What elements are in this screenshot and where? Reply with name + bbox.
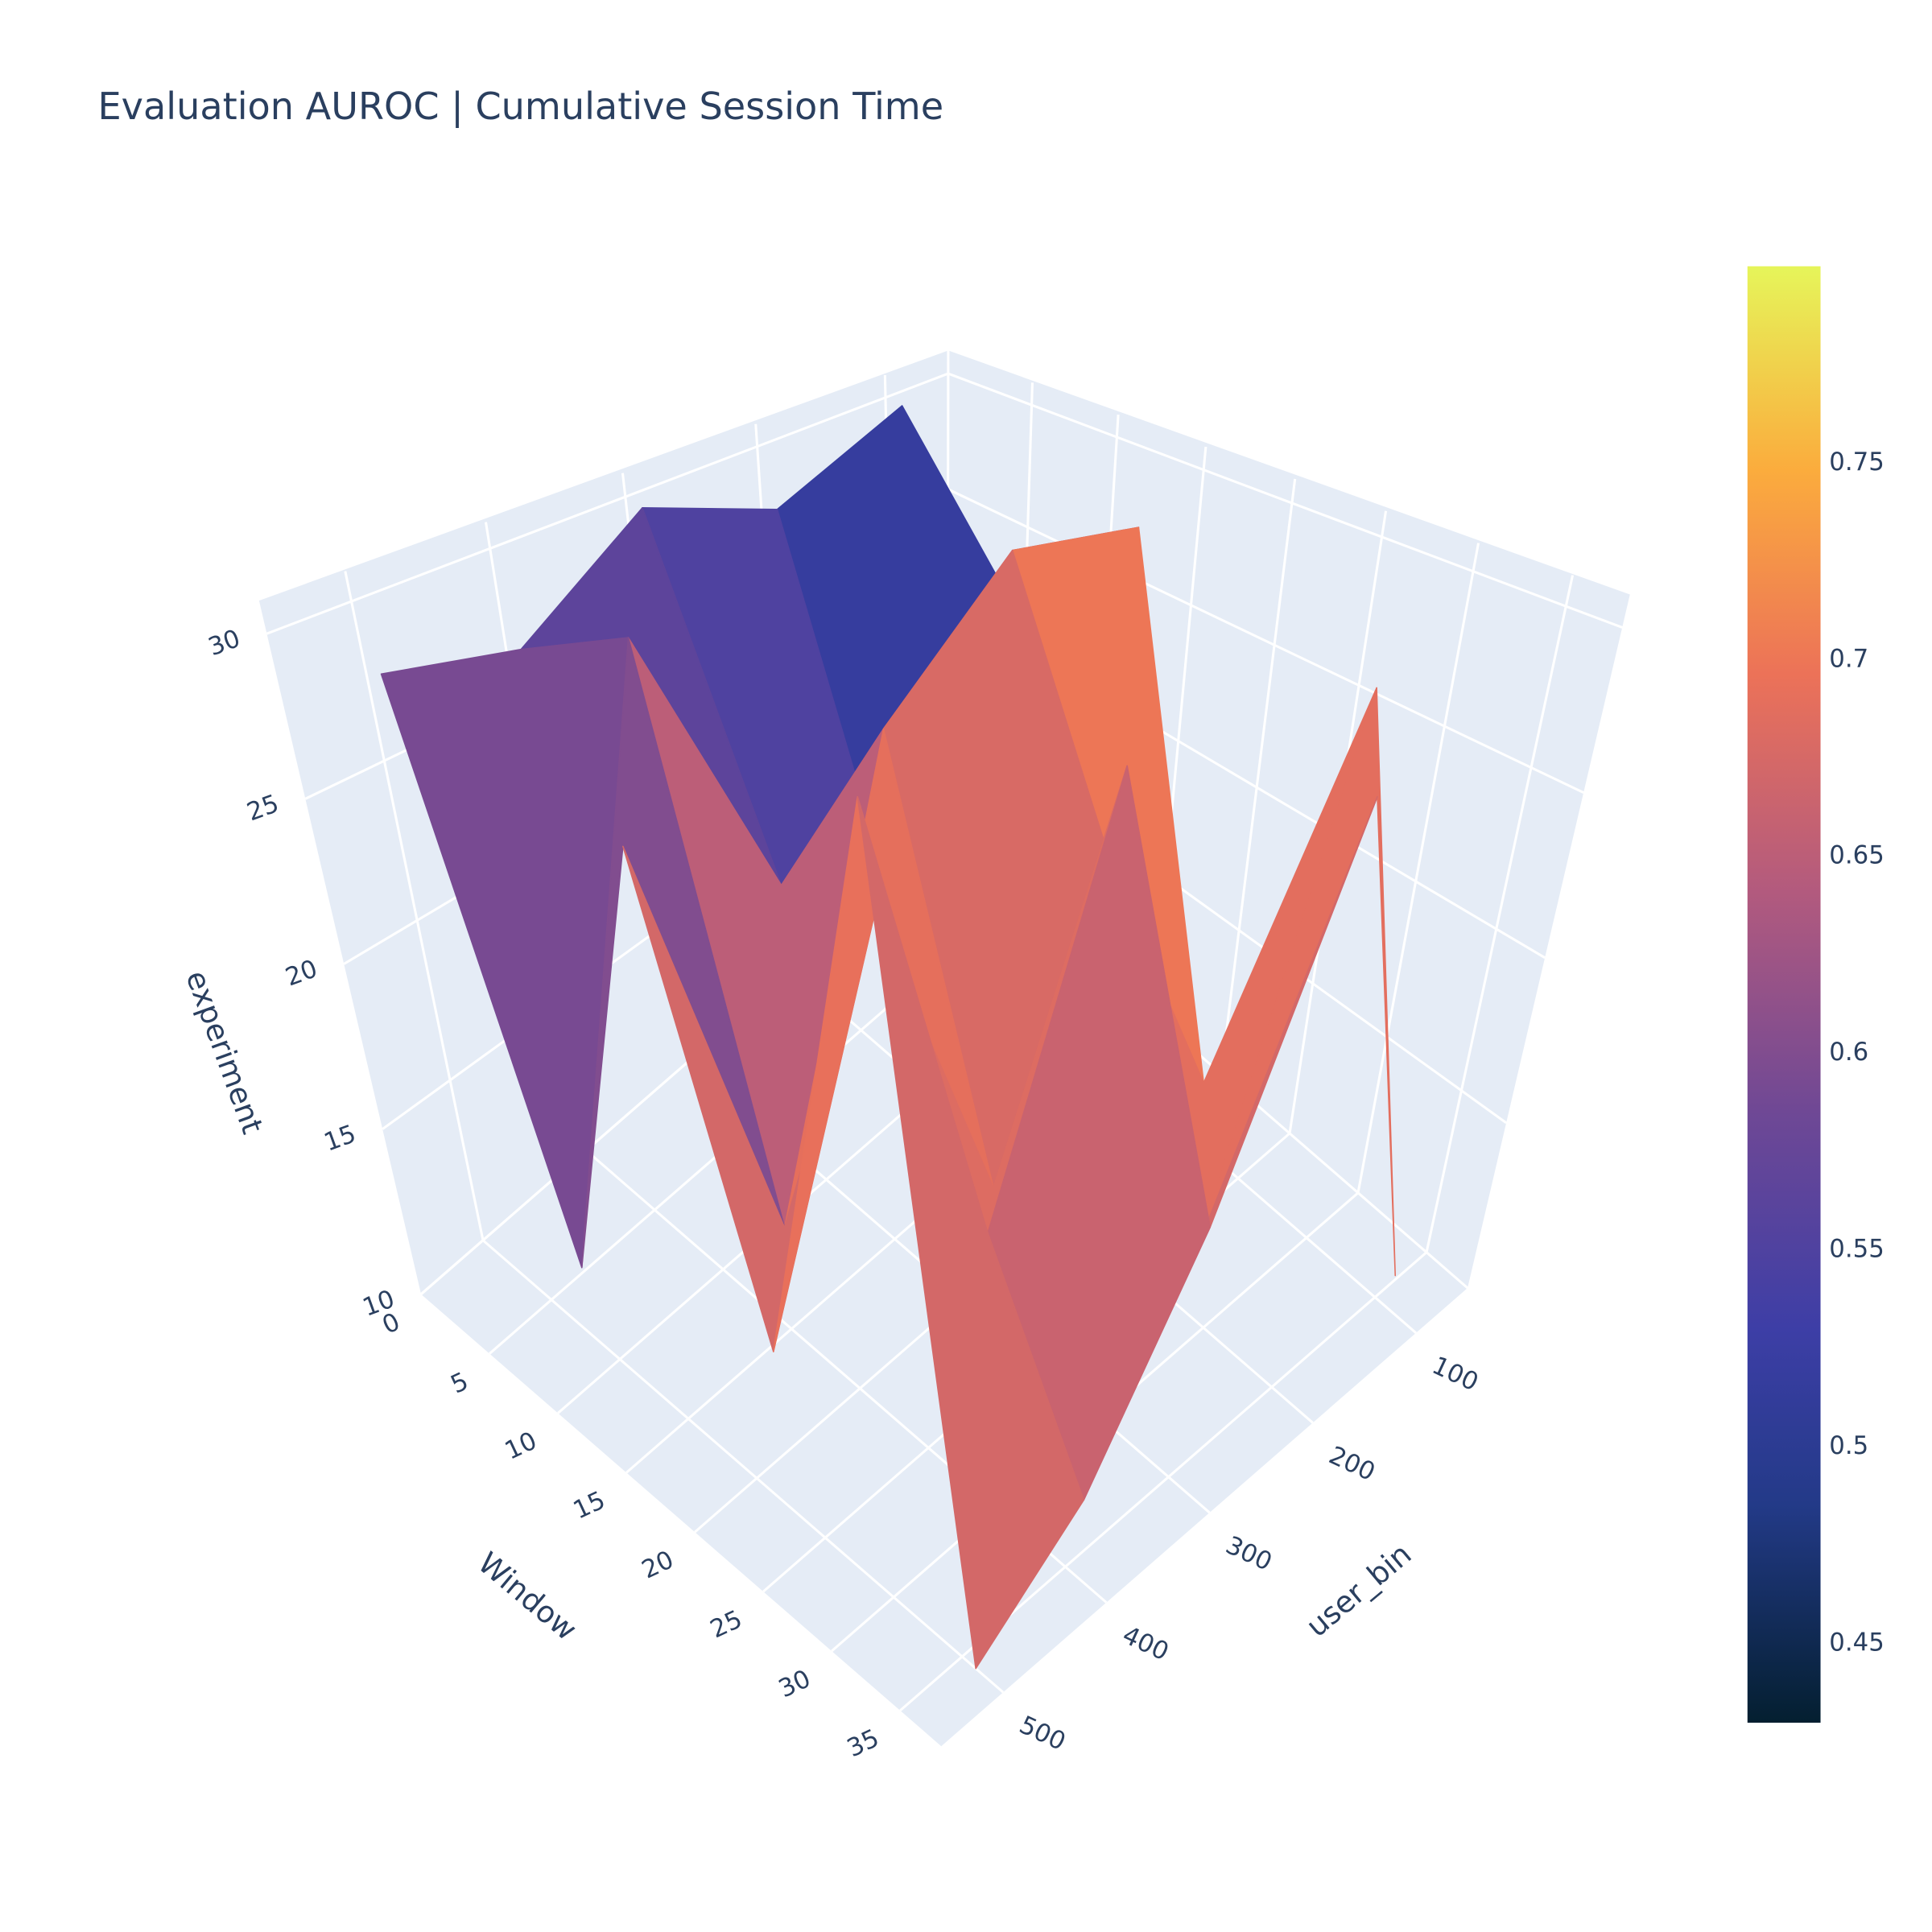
x-tick-label: 15 — [569, 1486, 610, 1525]
colorbar — [1747, 266, 1821, 1723]
chart-title: Evaluation AUROC | Cumulative Session Ti… — [98, 85, 944, 129]
colorbar-tick-label: 0.55 — [1829, 1235, 1884, 1264]
colorbar-tick-label: 0.5 — [1829, 1431, 1868, 1460]
x-axis-title: Window — [472, 1546, 584, 1647]
scene: 051015202530351002003004005001015202530W… — [179, 350, 1630, 1763]
x-tick-label: 30 — [774, 1664, 815, 1703]
y-tick-label: 400 — [1118, 1620, 1173, 1666]
colorbar-tick-label: 0.75 — [1829, 448, 1884, 477]
grid-line — [266, 372, 949, 635]
grid-line — [947, 372, 1623, 629]
grid-line — [481, 1239, 1005, 1694]
x-tick-label: 20 — [638, 1545, 679, 1584]
grid-line — [1220, 478, 1297, 1075]
colorbar-tick-label: 0.6 — [1829, 1038, 1868, 1067]
z-axis-title: experiment — [179, 966, 270, 1138]
z-tick-label: 15 — [320, 1119, 360, 1157]
colorbar-tick-label: 0.45 — [1829, 1629, 1884, 1657]
z-tick-label: 20 — [282, 954, 321, 992]
colorbar-ticks: 0.45 0.5 0.55 0.6 0.65 0.7 0.75 — [1829, 448, 1884, 1657]
y-axis-title: user_bin — [1299, 1537, 1418, 1644]
grid-line — [344, 571, 485, 1241]
y-tick-label: 100 — [1428, 1351, 1483, 1397]
colorbar-tick-label: 0.65 — [1829, 841, 1884, 870]
x-tick-label: 25 — [706, 1604, 747, 1644]
y-tick-label: 300 — [1221, 1530, 1276, 1576]
colorbar-tick-label: 0.7 — [1829, 644, 1868, 673]
grid-line — [1356, 543, 1480, 1194]
grid-line — [1425, 575, 1575, 1253]
z-tick-label: 25 — [243, 789, 283, 827]
y-tick-label: 200 — [1324, 1441, 1379, 1487]
x-tick-label: 5 — [446, 1367, 473, 1400]
y-tick-label: 500 — [1015, 1711, 1070, 1757]
grid-line — [947, 488, 1584, 795]
z-tick-label: 30 — [204, 624, 244, 662]
x-tick-label: 35 — [843, 1724, 884, 1763]
surface-patch — [857, 796, 1085, 1670]
x-tick-label: 10 — [501, 1426, 542, 1466]
